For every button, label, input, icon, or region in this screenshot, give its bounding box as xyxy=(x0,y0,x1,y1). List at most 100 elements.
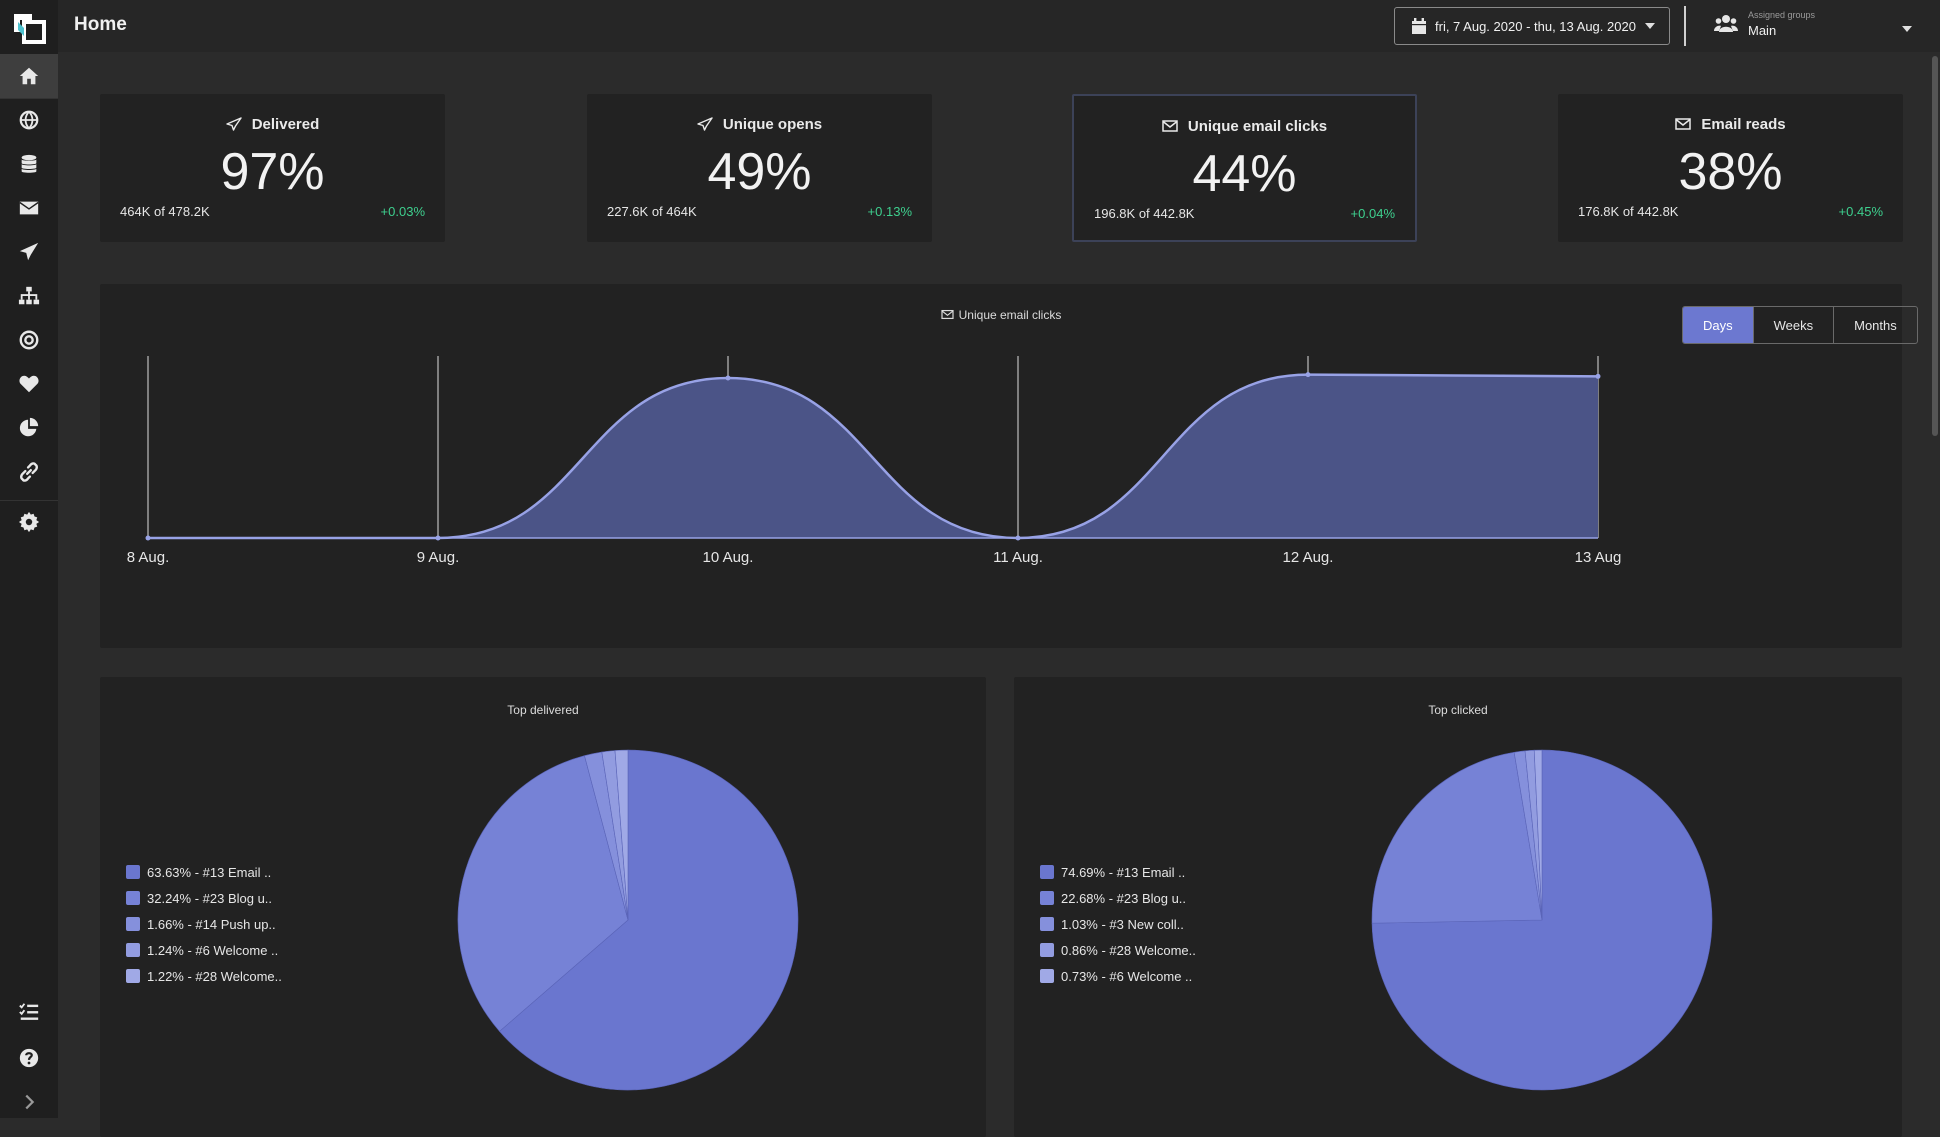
timeline-title: Unique email clicks xyxy=(958,308,1062,322)
pie-slice[interactable] xyxy=(457,755,629,1032)
chevron-right-icon xyxy=(25,1094,35,1110)
users-icon xyxy=(1714,15,1738,32)
legend-label: 32.24% - #23 Blog u.. xyxy=(147,890,273,906)
main-content: Delivered 97% 464K of 478.2K +0.03% Uniq… xyxy=(58,52,1940,1137)
data-point[interactable] xyxy=(1015,535,1021,541)
legend-label: 63.63% - #13 Email .. xyxy=(147,864,272,880)
kpi-card-delivered[interactable]: Delivered 97% 464K of 478.2K +0.03% xyxy=(100,94,445,242)
kpi-card-unique-email-clicks[interactable]: Unique email clicks 44% 196.8K of 442.8K… xyxy=(1072,94,1417,242)
nav-favorites[interactable] xyxy=(0,362,58,406)
nav-email[interactable] xyxy=(0,186,58,230)
legend-label: 1.03% - #3 New coll.. xyxy=(1061,916,1184,932)
nav-settings[interactable] xyxy=(0,500,58,544)
envelope-icon xyxy=(941,309,954,320)
top-delivered-legend: 63.63% - #13 Email .. 32.24% - #23 Blog u… xyxy=(126,859,282,989)
period-days-button[interactable]: Days xyxy=(1683,307,1753,343)
nav-home[interactable] xyxy=(0,54,58,98)
help-icon xyxy=(19,1048,39,1068)
nav-tasks[interactable] xyxy=(0,990,58,1034)
envelope-icon xyxy=(1162,120,1178,132)
nav-structure[interactable] xyxy=(0,274,58,318)
kpi-delta: +0.13% xyxy=(867,204,912,219)
data-point[interactable] xyxy=(1595,373,1601,379)
kpi-subtext: 176.8K of 442.8K xyxy=(1578,204,1679,219)
envelope-icon xyxy=(1675,118,1692,130)
pie-slice[interactable] xyxy=(499,749,799,1091)
legend-item[interactable]: 1.22% - #28 Welcome.. xyxy=(126,963,282,989)
header-divider xyxy=(1684,6,1686,46)
legend-swatch xyxy=(126,969,140,983)
legend-label: 0.73% - #6 Welcome .. xyxy=(1061,968,1193,984)
nav-reports[interactable] xyxy=(0,406,58,450)
kpi-subtext: 196.8K of 442.8K xyxy=(1094,206,1195,221)
kpi-delta: +0.03% xyxy=(380,204,425,219)
legend-label: 0.86% - #28 Welcome.. xyxy=(1061,942,1196,958)
x-tick-label: 12 Aug. xyxy=(1283,549,1334,566)
kpi-title: Unique email clicks xyxy=(1187,118,1328,135)
pie-slice[interactable] xyxy=(1371,751,1543,924)
legend-item[interactable]: 1.24% - #6 Welcome .. xyxy=(126,937,282,963)
data-point[interactable] xyxy=(435,535,441,541)
kpi-value: 97% xyxy=(220,143,325,201)
nav-expand[interactable] xyxy=(0,1080,58,1124)
pie-slice[interactable] xyxy=(1533,749,1543,921)
date-range-picker[interactable]: fri, 7 Aug. 2020 - thu, 13 Aug. 2020 xyxy=(1394,7,1670,45)
legend-swatch xyxy=(126,917,140,931)
kpi-value: 44% xyxy=(1192,145,1297,203)
legend-swatch xyxy=(1040,969,1054,983)
assigned-groups-select[interactable]: Assigned groups Main xyxy=(1714,8,1914,44)
legend-label: 22.68% - #23 Blog u.. xyxy=(1061,890,1187,906)
kpi-value: 49% xyxy=(707,143,812,201)
home-icon xyxy=(19,67,39,85)
kpi-value: 38% xyxy=(1678,143,1783,201)
x-tick-label: 8 Aug. xyxy=(127,549,170,566)
assigned-groups-label: Assigned groups xyxy=(1748,10,1816,20)
legend-item[interactable]: 1.66% - #14 Push up.. xyxy=(126,911,282,937)
kpi-title: Unique opens xyxy=(722,116,823,133)
top-delivered-pie-chart xyxy=(457,749,799,1091)
legend-item[interactable]: 63.63% - #13 Email .. xyxy=(126,859,282,885)
legend-label: 74.69% - #13 Email .. xyxy=(1061,864,1186,880)
x-tick-label: 13 Aug xyxy=(1575,549,1622,566)
data-point[interactable] xyxy=(145,535,151,541)
assigned-groups-value: Main xyxy=(1748,23,1777,38)
data-point[interactable] xyxy=(725,375,731,381)
kpi-card-unique-opens[interactable]: Unique opens 49% 227.6K of 464K +0.13% xyxy=(587,94,932,242)
app-logo-icon[interactable] xyxy=(10,8,48,46)
legend-item[interactable]: 0.73% - #6 Welcome .. xyxy=(1040,963,1196,989)
legend-label: 1.24% - #6 Welcome .. xyxy=(147,942,279,958)
period-months-button[interactable]: Months xyxy=(1833,307,1917,343)
legend-item[interactable]: 1.03% - #3 New coll.. xyxy=(1040,911,1196,937)
legend-swatch xyxy=(1040,891,1054,905)
nav-targets[interactable] xyxy=(0,318,58,362)
legend-label: 1.66% - #14 Push up.. xyxy=(147,916,276,932)
kpi-delta: +0.04% xyxy=(1350,206,1395,221)
kpi-card-email-reads[interactable]: Email reads 38% 176.8K of 442.8K +0.45% xyxy=(1558,94,1903,242)
pie-slice[interactable] xyxy=(614,749,629,921)
top-clicked-pie-chart xyxy=(1371,749,1713,1091)
nav-links[interactable] xyxy=(0,450,58,494)
nav-websites[interactable] xyxy=(0,98,58,142)
nav-campaigns[interactable] xyxy=(0,230,58,274)
top-bar: Home fri, 7 Aug. 2020 - thu, 13 Aug. 202… xyxy=(58,0,1940,52)
legend-swatch xyxy=(1040,917,1054,931)
kpi-delta: +0.45% xyxy=(1838,204,1883,219)
top-clicked-panel: Top clicked 74.69% - #13 Email .. 22.68% … xyxy=(1014,677,1902,1137)
kpi-title: Email reads xyxy=(1701,116,1786,133)
nav-data[interactable] xyxy=(0,142,58,186)
legend-swatch xyxy=(1040,943,1054,957)
period-weeks-button[interactable]: Weeks xyxy=(1752,307,1834,343)
legend-item[interactable]: 0.86% - #28 Welcome.. xyxy=(1040,937,1196,963)
x-tick-label: 9 Aug. xyxy=(417,549,460,566)
legend-item[interactable]: 74.69% - #13 Email .. xyxy=(1040,859,1196,885)
top-delivered-title: Top delivered xyxy=(507,703,579,717)
task-list-icon xyxy=(19,1003,39,1020)
heart-icon xyxy=(19,375,39,393)
nav-help[interactable] xyxy=(0,1036,58,1080)
legend-item[interactable]: 22.68% - #23 Blog u.. xyxy=(1040,885,1196,911)
data-point[interactable] xyxy=(1305,372,1311,378)
top-clicked-legend: 74.69% - #13 Email .. 22.68% - #23 Blog u… xyxy=(1040,859,1196,989)
legend-item[interactable]: 32.24% - #23 Blog u.. xyxy=(126,885,282,911)
page-scrollbar[interactable] xyxy=(1932,56,1938,436)
link-icon xyxy=(20,462,38,482)
